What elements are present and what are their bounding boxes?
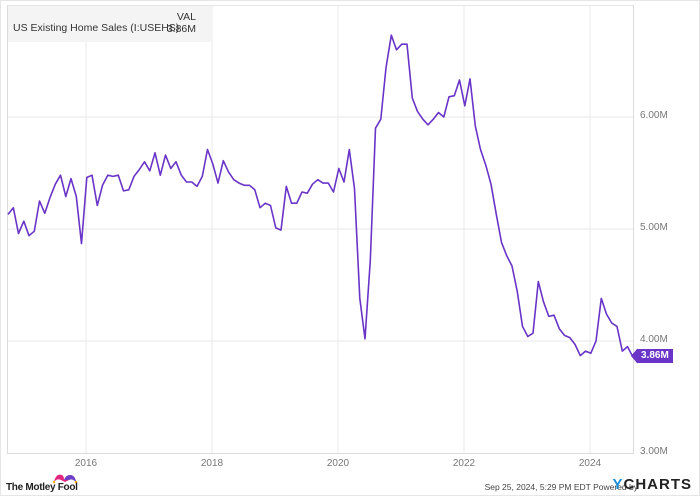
powered-by-text: Powered by [593, 482, 638, 492]
y-tick-4m: 4.00M [640, 334, 668, 345]
x-tick-2016: 2016 [74, 458, 98, 469]
legend-value-header: VAL [176, 11, 196, 23]
motley-fool-text: The Motley Fool [6, 482, 78, 493]
motley-fool-logo: The Motley Fool [6, 472, 86, 494]
footer-timestamp: Sep 25, 2024, 5:29 PM EDT Powered by [485, 482, 638, 492]
gridlines [8, 6, 633, 453]
series-line [7, 34, 634, 358]
ycharts-logo: YCHARTS [612, 476, 692, 493]
y-tick-5m: 5.00M [640, 222, 668, 233]
plot-area [7, 5, 634, 454]
ycharts-wordmark: CHARTS [623, 476, 692, 493]
last-value-label: 3.86M [631, 349, 673, 363]
timestamp-text: Sep 25, 2024, 5:29 PM EDT [484, 482, 591, 492]
y-tick-6m: 6.00M [640, 110, 668, 121]
x-tick-2024: 2024 [578, 458, 602, 469]
x-tick-2020: 2020 [326, 458, 350, 469]
legend-value: 3.86M [166, 23, 196, 35]
x-tick-2022: 2022 [452, 458, 476, 469]
x-tick-2018: 2018 [200, 458, 224, 469]
ycharts-y: Y [612, 476, 624, 493]
jester-hat-icon [52, 474, 78, 484]
legend-box: US Existing Home Sales (I:USEHS) VAL 3.8… [8, 6, 211, 42]
legend-series-name: US Existing Home Sales (I:USEHS) [13, 22, 180, 34]
y-tick-3m: 3.00M [640, 446, 668, 457]
